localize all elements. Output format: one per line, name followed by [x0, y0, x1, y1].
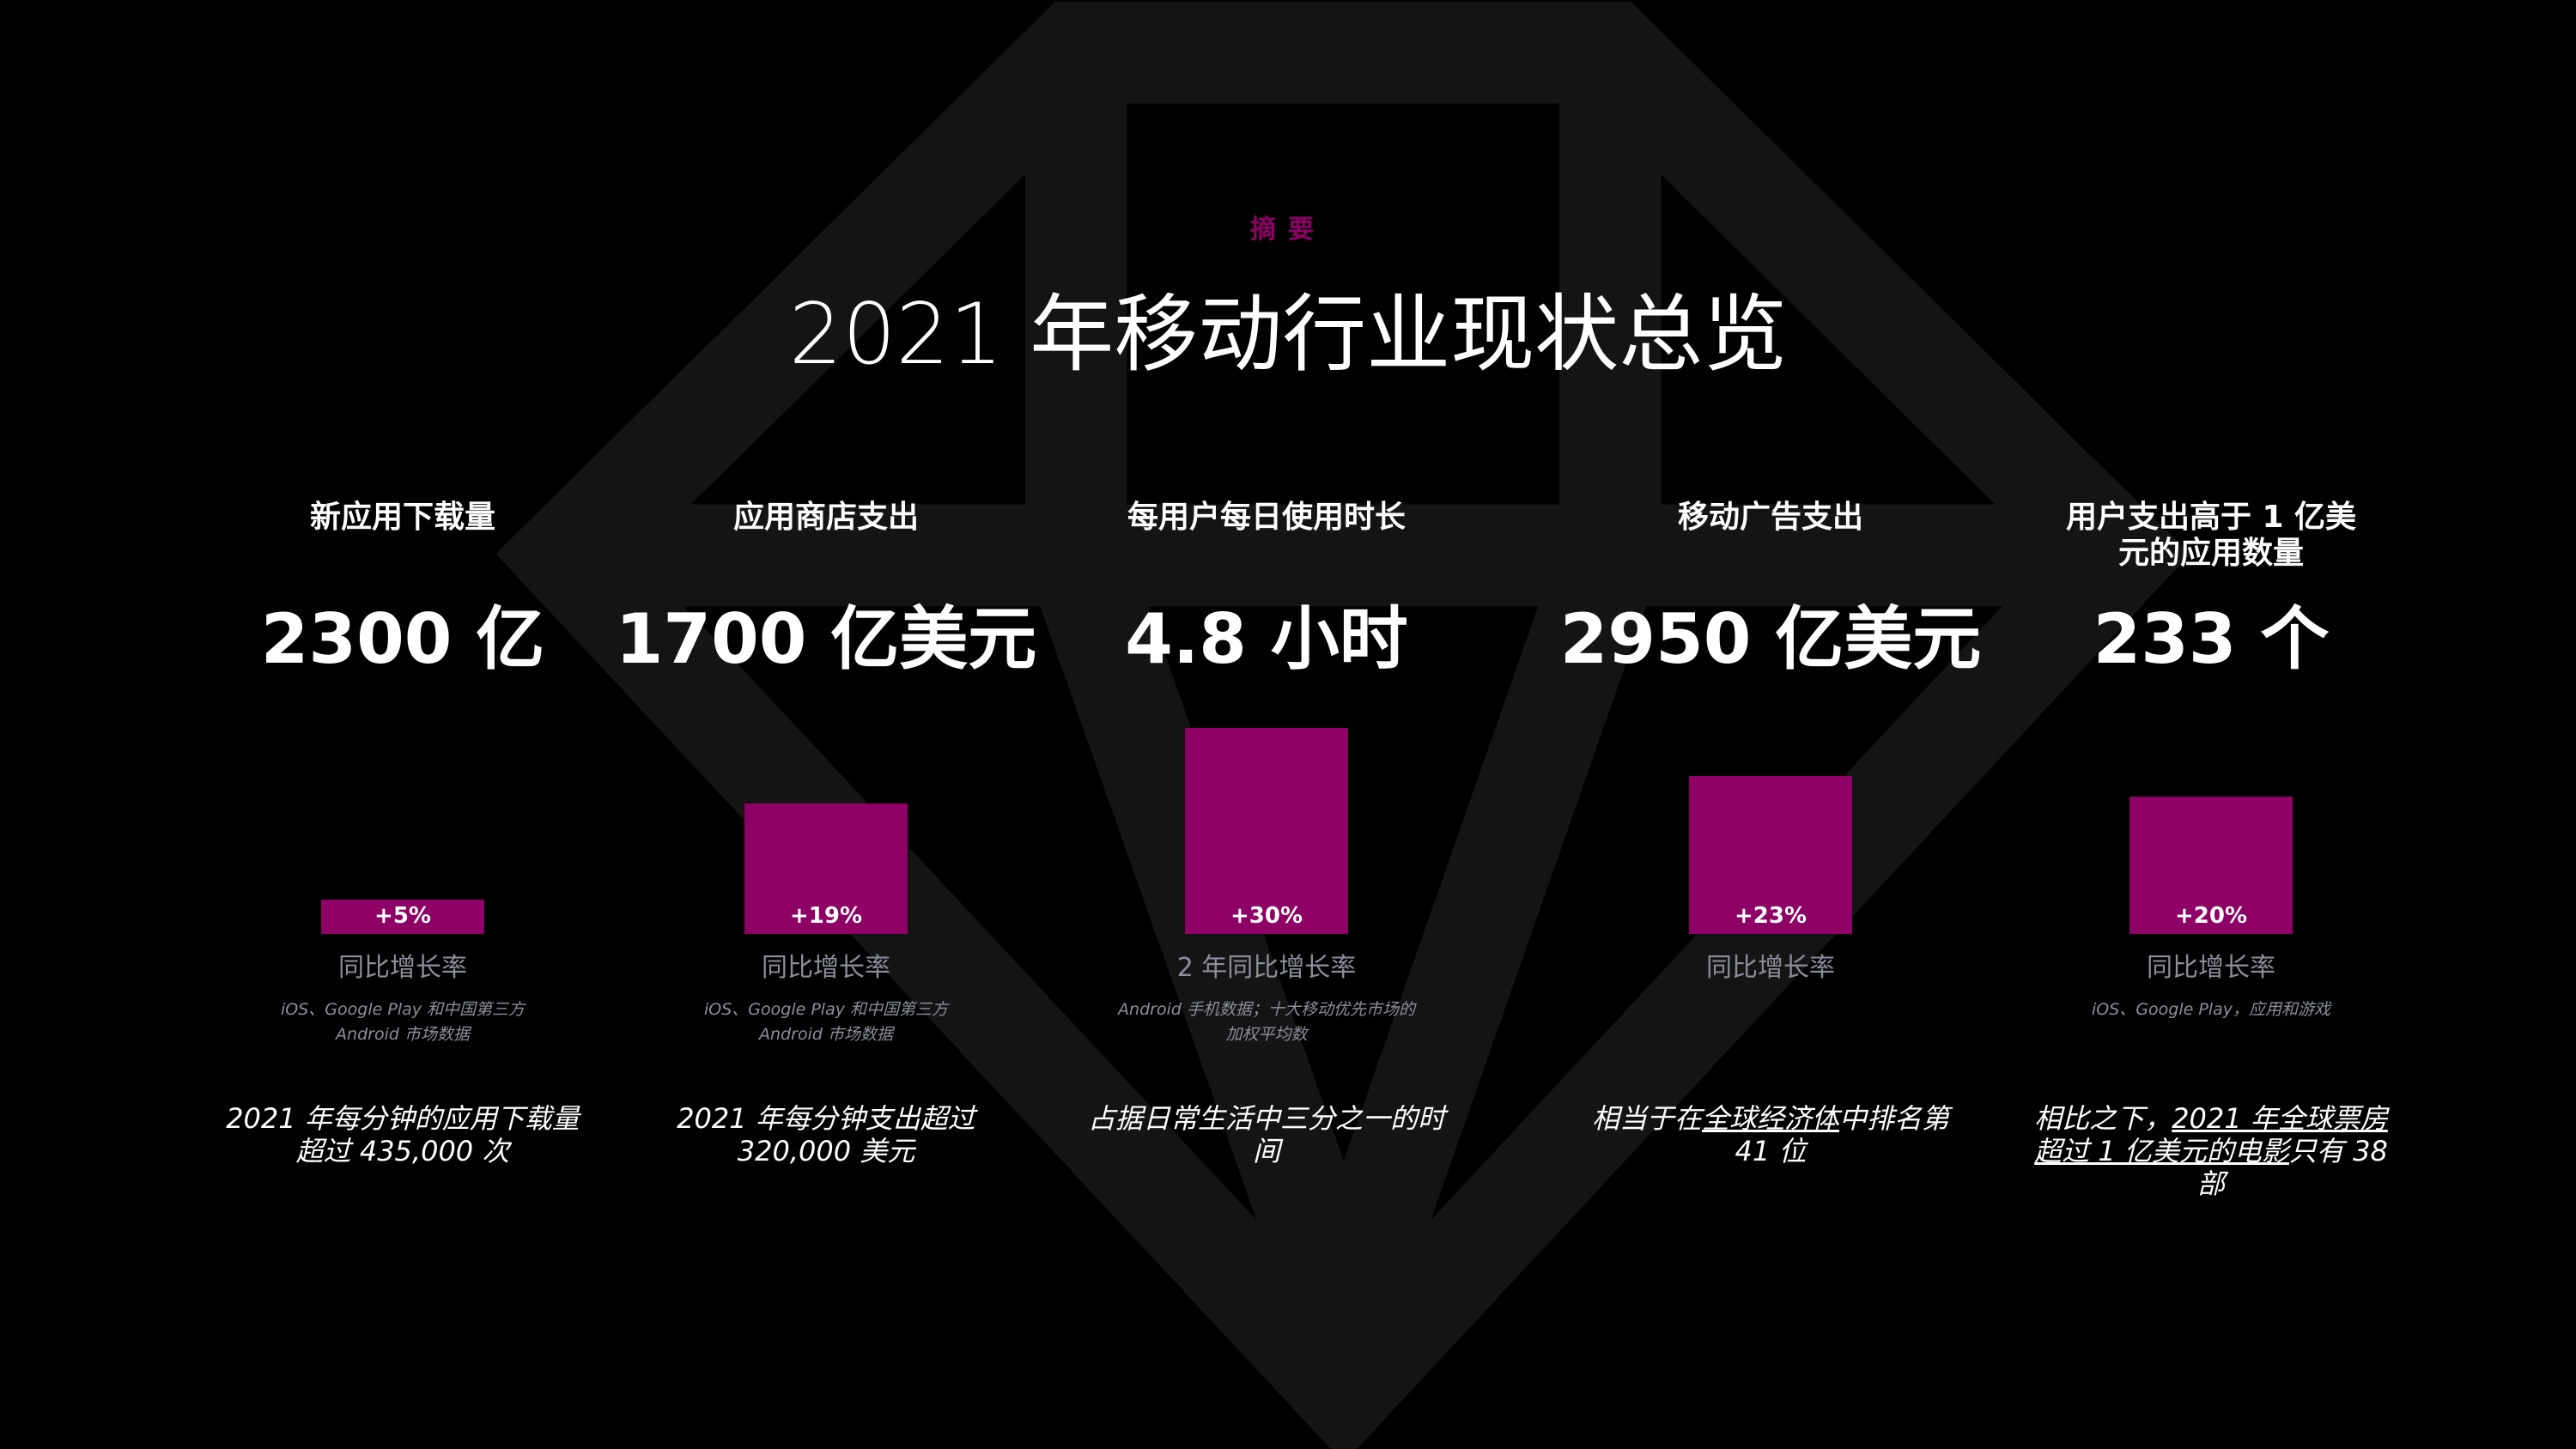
- growth-bar: +23%: [1689, 776, 1852, 934]
- growth-caption: 同比增长率: [1706, 953, 1835, 983]
- growth-bar: +19%: [744, 803, 908, 934]
- metric-column: 用户支出高于 1 亿美元的应用数量 233 个 +20% 同比增长率 iOS、G…: [1988, 0, 2434, 1449]
- data-source-note: Android 手机数据；十大移动优先市场的加权平均数: [1118, 1000, 1415, 1044]
- metric-description: 2021 年每分钟的应用下载量超过 435,000 次: [226, 1102, 580, 1167]
- metric-value: 233 个: [2093, 599, 2330, 679]
- growth-caption: 同比增长率: [338, 953, 467, 983]
- metric-heading: 用户支出高于 1 亿美元的应用数量: [2065, 500, 2357, 571]
- metric-value: 2300 亿: [260, 599, 545, 679]
- metric-column: 每用户每日使用时长 4.8 小时 +30% 2 年同比增长率 Android 手…: [1043, 0, 1490, 1449]
- section-eyebrow: 摘要: [1250, 215, 1326, 245]
- metric-heading: 新应用下载量: [309, 500, 495, 535]
- metric-column: 移动广告支出 2950 亿美元 +23% 同比增长率 相当于在全球经济体中排名第…: [1547, 0, 1994, 1449]
- desc-text: 相比之下，: [2034, 1102, 2172, 1135]
- metric-description: 2021 年每分钟支出超过 320,000 美元: [677, 1102, 975, 1167]
- growth-bar: +30%: [1185, 728, 1348, 934]
- growth-bar: +5%: [321, 900, 484, 934]
- growth-caption: 同比增长率: [2147, 953, 2275, 983]
- desc-link[interactable]: 2021 年全球票房超过 1 亿美元的电影: [2034, 1102, 2388, 1167]
- desc-link[interactable]: 全球经济体: [1701, 1102, 1839, 1135]
- data-source-note: iOS、Google Play，应用和游戏: [2092, 1000, 2330, 1019]
- desc-text: 中排名第 41 位: [1735, 1102, 1950, 1167]
- growth-label: +23%: [1734, 903, 1807, 929]
- data-source-note: iOS、Google Play 和中国第三方 Android 市场数据: [281, 1000, 525, 1044]
- page-title: 2021 年移动行业现状总览: [788, 286, 1788, 384]
- metric-description: 相当于在全球经济体中排名第 41 位: [1582, 1102, 1959, 1167]
- growth-label: +30%: [1230, 903, 1303, 929]
- metric-heading: 每用户每日使用时长: [1127, 500, 1406, 535]
- growth-label: +5%: [374, 903, 431, 929]
- metric-value: 2950 亿美元: [1559, 599, 1982, 679]
- metric-column: 新应用下载量 2300 亿 +5% 同比增长率 iOS、Google Play …: [179, 0, 626, 1449]
- desc-text: 相当于在: [1591, 1102, 1702, 1135]
- metric-description: 占据日常生活中三分之一的时间: [1087, 1102, 1445, 1167]
- metric-heading: 移动广告支出: [1677, 500, 1863, 535]
- metric-column: 应用商店支出 1700 亿美元 +19% 同比增长率 iOS、Google Pl…: [603, 0, 1049, 1449]
- metric-value: 4.8 小时: [1125, 599, 1408, 679]
- growth-label: +19%: [789, 903, 863, 929]
- metric-description: 相比之下，2021 年全球票房超过 1 亿美元的电影只有 38 部: [2022, 1102, 2400, 1200]
- metric-value: 1700 亿美元: [615, 599, 1037, 679]
- growth-caption: 2 年同比增长率: [1176, 953, 1357, 983]
- metric-heading: 应用商店支出: [732, 500, 919, 535]
- growth-label: +20%: [2174, 903, 2248, 929]
- growth-bar: +20%: [2129, 797, 2293, 934]
- data-source-note: iOS、Google Play 和中国第三方 Android 市场数据: [704, 1000, 948, 1044]
- desc-text: 只有 38 部: [2196, 1135, 2388, 1200]
- growth-caption: 同比增长率: [762, 953, 890, 983]
